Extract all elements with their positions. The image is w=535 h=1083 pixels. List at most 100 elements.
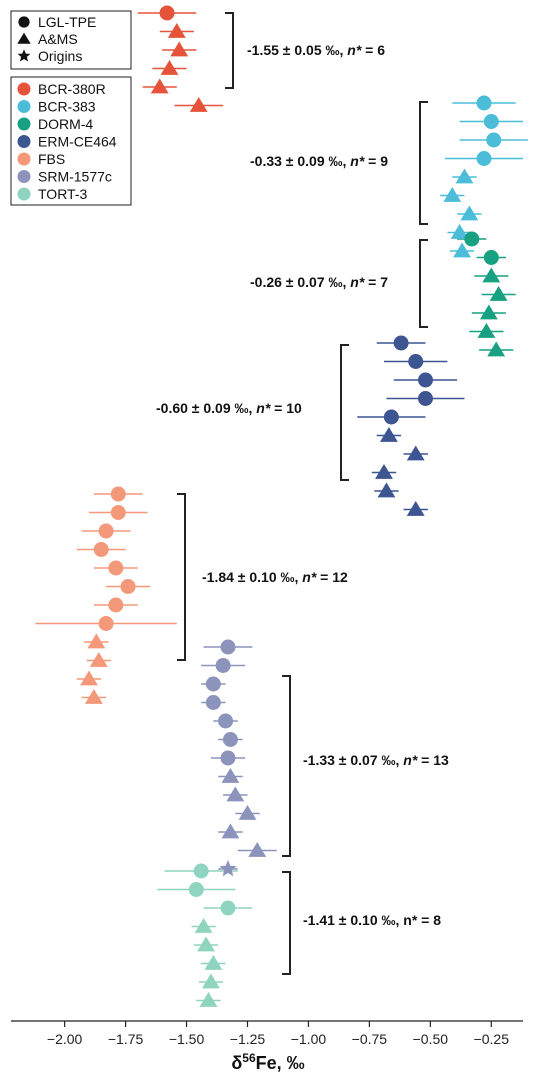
data-point-triangle	[443, 187, 462, 202]
legend-series-marker	[17, 135, 31, 148]
data-point-triangle	[479, 304, 498, 320]
group-bracket	[419, 101, 428, 225]
group-stat-n-value: = 12	[316, 569, 348, 585]
legend-series-marker	[17, 117, 31, 131]
data-point-triangle	[199, 992, 218, 1007]
data-point-triangle	[160, 60, 179, 75]
data-point-triangle	[204, 955, 223, 970]
data-point-circle	[220, 900, 236, 916]
group-bracket	[419, 239, 428, 328]
data-point-triangle	[377, 482, 396, 498]
data-point-triangle	[453, 242, 471, 258]
data-point-triangle	[406, 445, 425, 461]
legend-series-marker	[17, 170, 31, 183]
group-stat-mean: -0.26 ± 0.07 ‰,	[250, 274, 350, 290]
data-point-circle	[408, 354, 424, 369]
data-point-circle	[193, 863, 209, 879]
x-tick-label: −1.75	[108, 1031, 144, 1047]
group-stat-label: -0.33 ± 0.09 ‰, n* = 9	[250, 153, 388, 169]
data-point-triangle	[170, 41, 189, 57]
data-point-circle	[120, 579, 136, 594]
group-stat-n-value: = 13	[417, 752, 449, 768]
group-stat-n-symbol: n*	[350, 274, 365, 290]
group-bracket	[340, 344, 349, 481]
data-point-circle	[215, 658, 231, 673]
x-tick-label: −0.25	[474, 1031, 510, 1047]
legend-marker-triangle	[17, 32, 31, 44]
group-stat-mean: -1.84 ± 0.10 ‰,	[202, 569, 302, 585]
group-stat-n-value: = 9	[364, 153, 388, 169]
x-tick-label: −1.50	[169, 1031, 205, 1047]
data-point-triangle	[221, 768, 240, 783]
data-point-circle	[93, 542, 109, 557]
group-stat-n-symbol: n*	[350, 153, 365, 169]
group-stat-n-symbol: n*	[302, 569, 317, 585]
group-bracket	[282, 871, 291, 975]
data-point-triangle	[84, 689, 103, 704]
data-point-triangle	[477, 323, 496, 338]
group-stat-mean: -1.55 ± 0.05 ‰,	[247, 42, 347, 58]
group-stat-mean: -1.41 ± 0.10 ‰,	[303, 912, 403, 928]
data-point-circle	[220, 639, 236, 655]
data-point-triangle	[197, 936, 215, 952]
data-point-triangle	[194, 918, 213, 933]
group-stat-n-symbol: n*	[256, 400, 271, 416]
data-points	[80, 5, 508, 1007]
group-stat-label: -1.55 ± 0.05 ‰, n* = 6	[247, 42, 385, 58]
x-axis-label: δ56Fe, ‰	[231, 1051, 304, 1073]
data-point-circle	[417, 372, 433, 388]
group-stat-label: -1.84 ± 0.10 ‰, n* = 12	[202, 569, 348, 585]
data-point-star	[219, 860, 237, 877]
group-stat-label: -1.33 ± 0.07 ‰, n* = 13	[303, 752, 449, 768]
legend-series-label: ERM-CE464	[38, 134, 117, 150]
data-point-triangle	[379, 427, 398, 442]
legend-method-label: A&MS	[38, 31, 78, 47]
data-point-circle	[110, 486, 126, 502]
group-stat-n-symbol: n*	[347, 42, 362, 58]
data-point-triangle	[487, 341, 506, 357]
data-point-triangle	[189, 97, 208, 112]
group-bracket	[225, 12, 234, 89]
x-tick-label: −1.00	[291, 1031, 327, 1047]
x-tick-label: −2.00	[47, 1031, 83, 1047]
data-point-circle	[220, 750, 236, 766]
data-point-triangle	[460, 205, 479, 221]
legend-marker-circle	[18, 16, 30, 28]
data-point-circle	[417, 391, 433, 406]
data-point-triangle	[375, 464, 393, 479]
data-point-circle	[483, 250, 499, 265]
data-point-circle	[110, 505, 126, 520]
data-point-triangle	[221, 823, 240, 839]
legend-series-label: SRM-1577c	[38, 169, 112, 185]
x-tick-label: −1.25	[230, 1031, 266, 1047]
legend-series-label: BCR-383	[38, 99, 96, 115]
data-point-triangle	[201, 973, 220, 989]
group-stat-mean: -0.33 ± 0.09 ‰,	[250, 153, 350, 169]
data-point-triangle	[489, 286, 508, 301]
group-labels: -1.55 ± 0.05 ‰, n* = 6 -0.33 ± 0.09 ‰, n*…	[156, 42, 449, 928]
data-point-circle	[476, 151, 492, 166]
data-point-circle	[159, 5, 175, 21]
group-stat-n-value: = 6	[361, 42, 385, 58]
x-tick-label: −0.50	[413, 1031, 449, 1047]
group-stat-mean: -1.33 ± 0.07 ‰,	[303, 752, 403, 768]
legend-series-label: DORM-4	[38, 116, 93, 132]
legend-series-marker	[17, 82, 31, 96]
legend-series-label: BCR-380R	[38, 81, 106, 97]
legend-series-label: TORT-3	[38, 186, 87, 202]
x-tick-label: −0.75	[352, 1031, 388, 1047]
data-point-triangle	[226, 786, 245, 802]
legend-series-marker	[17, 187, 31, 201]
group-stat-n-value: n* = 8	[403, 912, 441, 928]
legend-marker-star	[17, 49, 31, 62]
legend-method-label: LGL-TPE	[38, 14, 96, 30]
legend-series-box	[10, 76, 132, 206]
data-point-triangle	[482, 267, 501, 283]
data-point-triangle	[455, 168, 474, 184]
data-point-triangle	[248, 842, 267, 857]
legend-series-label: FBS	[38, 151, 65, 167]
data-point-triangle	[89, 652, 108, 667]
data-point-triangle	[406, 501, 425, 516]
